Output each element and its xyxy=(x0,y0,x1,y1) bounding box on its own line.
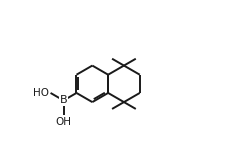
Text: HO: HO xyxy=(33,88,49,98)
Text: B: B xyxy=(60,95,67,105)
Text: OH: OH xyxy=(55,117,71,127)
